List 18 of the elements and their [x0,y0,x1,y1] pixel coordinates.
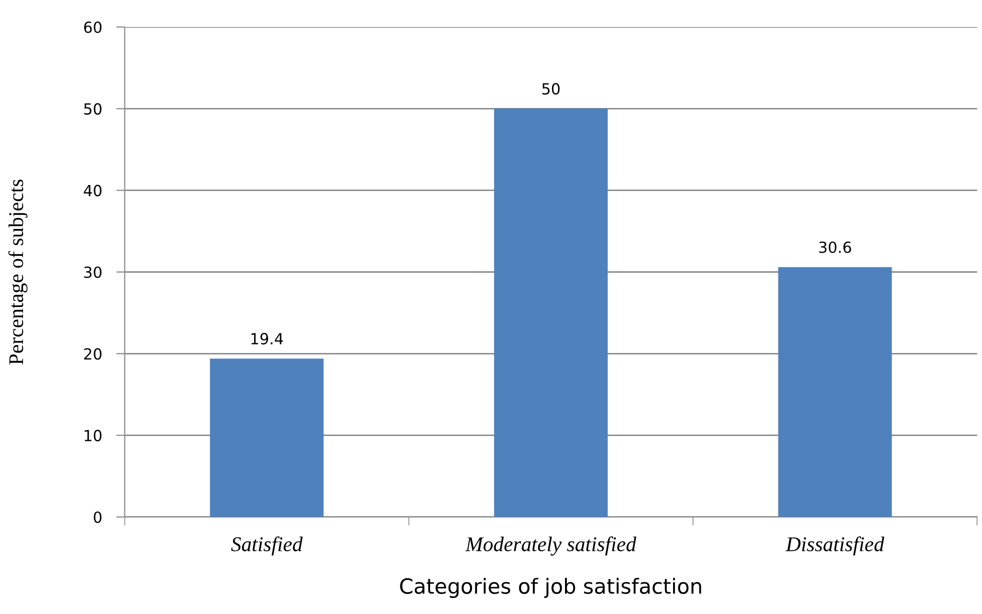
bar [494,108,608,517]
y-tick-label: 50 [84,103,102,115]
y-axis-title: Percentage of subjects [8,180,28,365]
y-tick-label: 30 [84,266,102,278]
x-axis-title: Categories of job satisfaction [400,578,702,598]
x-tick-label: Satisfied [231,536,303,556]
x-tick-label: Moderately satisfied [465,536,636,556]
y-tick-label: 40 [84,184,102,196]
data-label: 30.6 [819,241,852,254]
bar [778,267,892,517]
y-tick-label: 60 [84,21,102,34]
data-label: 19.4 [251,332,283,344]
y-tick-label: 10 [84,430,102,442]
y-tick-label: 0 [94,511,102,524]
y-tick-label: 20 [84,348,102,360]
data-label: 50 [542,83,560,95]
bar [210,358,324,517]
x-tick-label: Dissatisfied [786,536,884,556]
